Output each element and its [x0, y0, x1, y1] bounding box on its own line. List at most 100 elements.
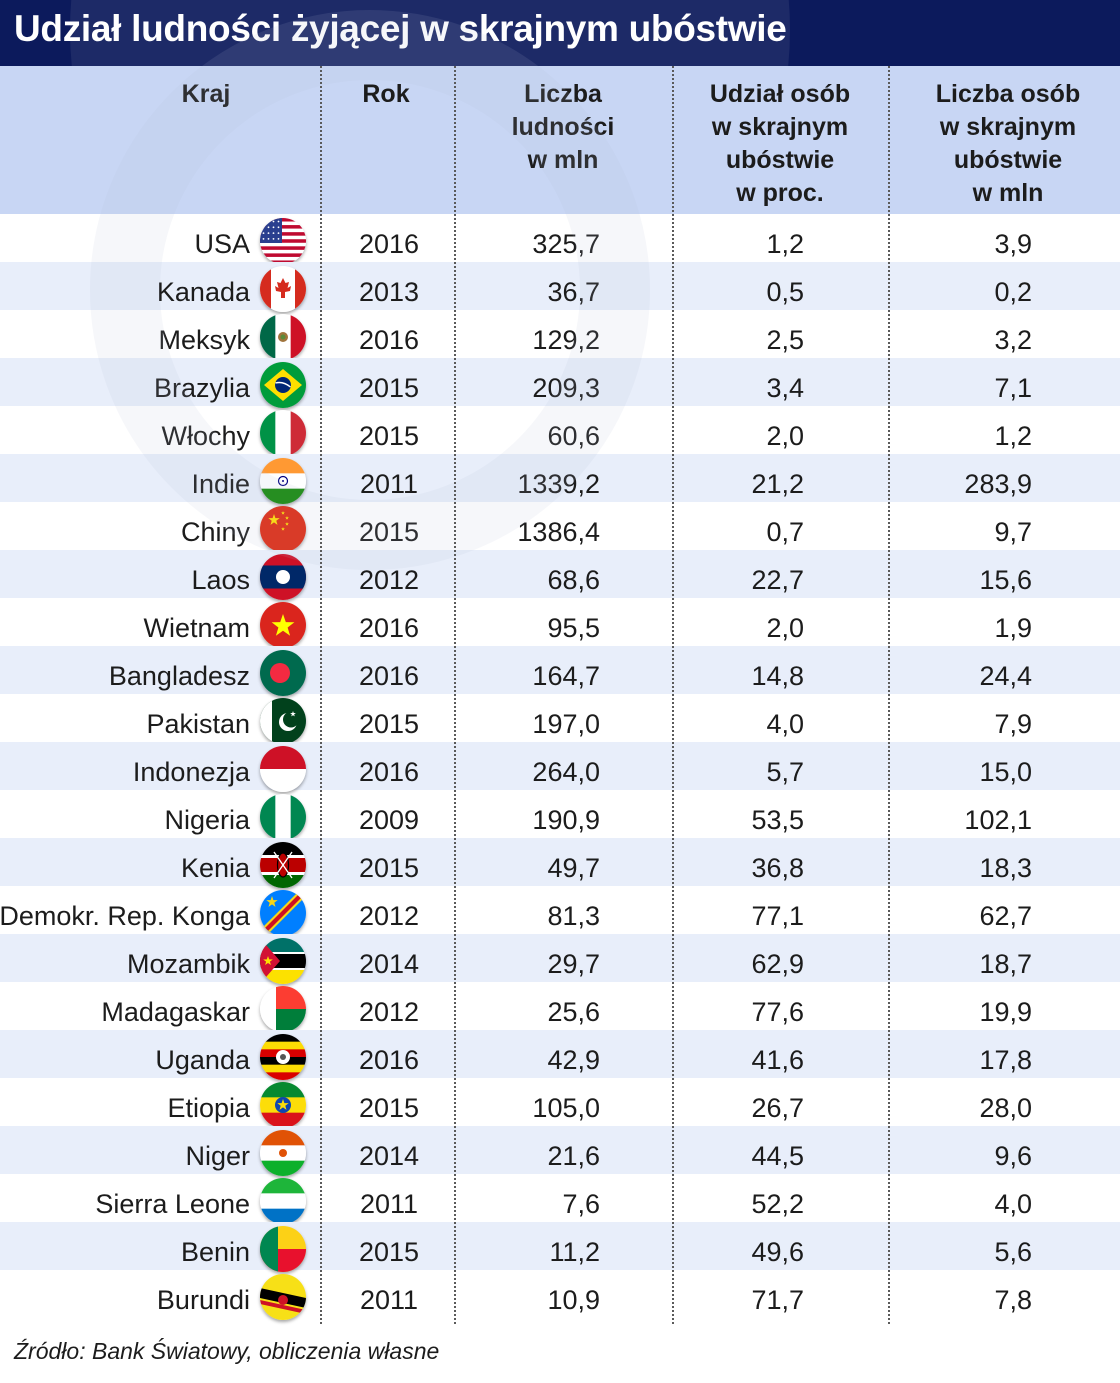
poverty-share-cell: 62,9 [751, 949, 804, 979]
poverty-share-cell: 36,8 [751, 853, 804, 883]
poverty-count-cell: 17,8 [979, 1045, 1032, 1075]
country-name: Demokr. Rep. Konga [0, 901, 250, 931]
table-row: Demokr. Rep. Konga 2012 81,3 77,1 62,7 [0, 886, 1120, 936]
poverty-share-cell: 53,5 [751, 805, 804, 835]
table-row: Mozambik 2014 29,7 62,9 18,7 [0, 934, 1120, 984]
table-row: Nigeria 2009 190,9 53,5 102,1 [0, 790, 1120, 840]
year-cell: 2016 [358, 613, 420, 643]
year-cell: 2016 [358, 1045, 420, 1075]
mexico-flag-icon [260, 314, 306, 360]
year-cell: 2015 [358, 421, 420, 451]
table-row: Kanada 2013 36,7 0,5 0,2 [0, 262, 1120, 312]
population-cell: 68,6 [547, 565, 600, 595]
country-name: Kanada [156, 277, 250, 307]
table-row: Indonezja 2016 264,0 5,7 15,0 [0, 742, 1120, 792]
country-name: Sierra Leone [95, 1189, 250, 1219]
country-name: Uganda [155, 1045, 250, 1075]
table-header: Kraj Rok Liczba ludności w mln Udział os… [0, 66, 1120, 214]
year-cell: 2016 [358, 229, 420, 259]
poverty-share-cell: 0,7 [766, 517, 804, 547]
country-name: Mozambik [126, 949, 250, 979]
table-row: Etiopia 2015 105,0 26,7 28,0 [0, 1078, 1120, 1128]
poverty-count-cell: 102,1 [964, 805, 1032, 835]
poverty-share-cell: 22,7 [751, 565, 804, 595]
population-cell: 21,6 [547, 1141, 600, 1171]
poverty-count-cell: 7,1 [994, 373, 1032, 403]
mozambique-flag-icon [260, 938, 306, 984]
year-cell: 2015 [358, 1237, 420, 1267]
country-name: Brazylia [153, 373, 250, 403]
population-cell: 209,3 [532, 373, 600, 403]
canada-flag-icon [260, 266, 306, 312]
poverty-share-cell: 3,4 [766, 373, 804, 403]
burundi-flag-icon [260, 1274, 306, 1320]
country-name: Burundi [156, 1285, 250, 1315]
table-row: Indie 2011 1339,2 21,2 283,9 [0, 454, 1120, 504]
poverty-count-cell: 7,9 [994, 709, 1032, 739]
country-name: Indonezja [132, 757, 250, 787]
indonesia-flag-icon [260, 746, 306, 792]
poverty-count-cell: 18,3 [979, 853, 1032, 883]
country-name: Pakistan [146, 709, 250, 739]
year-cell: 2016 [358, 661, 420, 691]
country-name: Meksyk [158, 325, 250, 355]
population-cell: 81,3 [547, 901, 600, 931]
table-row: Brazylia 2015 209,3 3,4 7,1 [0, 358, 1120, 408]
column-header-share: Udział osób w skrajnym ubóstwie w proc. [709, 80, 851, 207]
population-cell: 7,6 [562, 1189, 600, 1219]
year-cell: 2009 [358, 805, 420, 835]
population-cell: 10,9 [547, 1285, 600, 1315]
vietnam-flag-icon [260, 602, 306, 648]
column-divider [454, 66, 456, 1324]
country-name: Indie [191, 469, 250, 499]
poverty-share-cell: 26,7 [751, 1093, 804, 1123]
year-cell: 2013 [358, 277, 420, 307]
population-cell: 95,5 [547, 613, 600, 643]
population-cell: 325,7 [532, 229, 600, 259]
year-cell: 2016 [358, 325, 420, 355]
country-name: Nigeria [164, 805, 250, 835]
poverty-count-cell: 0,2 [994, 277, 1032, 307]
column-divider [320, 66, 322, 1324]
poverty-count-cell: 9,6 [994, 1141, 1032, 1171]
niger-flag-icon [260, 1130, 306, 1176]
year-cell: 2014 [358, 949, 420, 979]
year-cell: 2015 [358, 373, 420, 403]
bangladesh-flag-icon [260, 650, 306, 696]
population-cell: 11,2 [549, 1237, 600, 1267]
table-row: Sierra Leone 2011 7,6 52,2 4,0 [0, 1174, 1120, 1224]
poverty-count-cell: 15,0 [979, 757, 1032, 787]
population-cell: 49,7 [547, 853, 600, 883]
pakistan-flag-icon [260, 698, 306, 744]
poverty-share-cell: 44,5 [751, 1141, 804, 1171]
table-row: Włochy 2015 60,6 2,0 1,2 [0, 406, 1120, 456]
population-cell: 42,9 [547, 1045, 600, 1075]
kenya-flag-icon [260, 842, 306, 888]
china-flag-icon [260, 506, 306, 552]
country-name: Chiny [180, 517, 250, 547]
poverty-share-cell: 0,5 [766, 277, 804, 307]
brazil-flag-icon [260, 362, 306, 408]
country-name: Etiopia [167, 1093, 250, 1123]
table-row: Niger 2014 21,6 44,5 9,6 [0, 1126, 1120, 1176]
poverty-share-cell: 49,6 [751, 1237, 804, 1267]
year-cell: 2012 [358, 565, 420, 595]
poverty-count-cell: 1,2 [994, 421, 1032, 451]
column-header-year: Rok [362, 80, 410, 108]
poverty-count-cell: 19,9 [979, 997, 1032, 1027]
country-name: Bangladesz [108, 661, 250, 691]
population-cell: 36,7 [547, 277, 600, 307]
year-cell: 2011 [359, 1189, 419, 1219]
poverty-count-cell: 15,6 [979, 565, 1032, 595]
population-cell: 105,0 [532, 1093, 600, 1123]
poverty-count-cell: 28,0 [979, 1093, 1032, 1123]
table-row: Pakistan 2015 197,0 4,0 7,9 [0, 694, 1120, 744]
country-name: Benin [180, 1237, 250, 1267]
poverty-count-cell: 3,2 [994, 325, 1032, 355]
title-bar: Udział ludności żyjącej w skrajnym ubóst… [0, 0, 1120, 66]
dr-congo-flag-icon [260, 890, 306, 936]
poverty-share-cell: 77,1 [751, 901, 804, 931]
chart-title: Udział ludności żyjącej w skrajnym ubóst… [14, 8, 787, 49]
italy-flag-icon [260, 410, 306, 456]
poverty-count-cell: 5,6 [994, 1237, 1032, 1267]
